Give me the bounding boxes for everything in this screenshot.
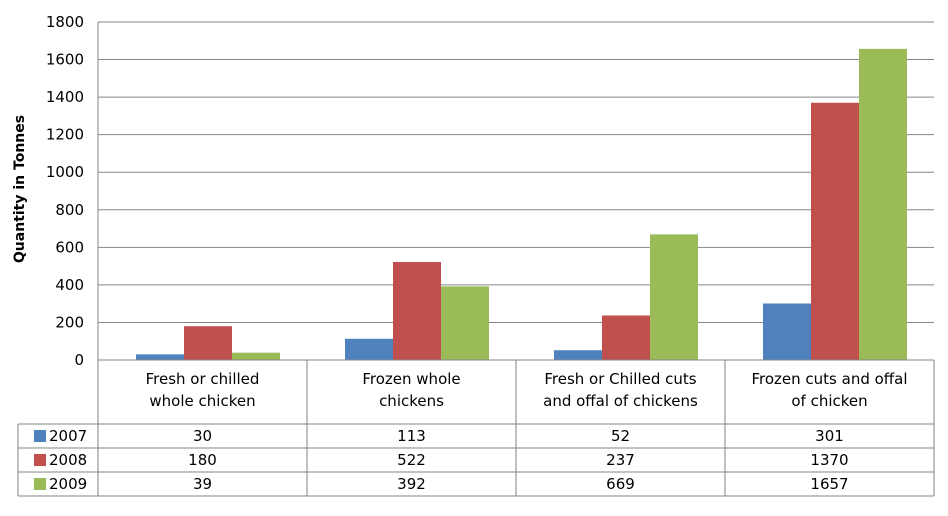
y-tick-label: 1000 [46, 163, 84, 181]
legend-entry: 2009 [49, 475, 87, 493]
table-cell-value: 52 [611, 427, 630, 445]
x-category-label: chickens [379, 392, 444, 410]
table-cell-value: 522 [397, 451, 426, 469]
x-category-label: Fresh or chilled [146, 370, 260, 388]
table-cell-value: 1370 [810, 451, 848, 469]
bar-2007-2 [554, 350, 602, 360]
x-category-label: Frozen cuts and offal [751, 370, 907, 388]
x-category-label: of chicken [791, 392, 867, 410]
table-cell-value: 392 [397, 475, 426, 493]
y-tick-label: 1400 [46, 88, 84, 106]
legend-swatch-2009 [34, 478, 46, 490]
y-tick-label: 1200 [46, 126, 84, 144]
bar-2009-3 [859, 48, 907, 360]
table-cell-value: 113 [397, 427, 426, 445]
table-cell-value: 39 [193, 475, 212, 493]
bar-2007-1 [345, 338, 393, 360]
x-category-label: whole chicken [149, 392, 255, 410]
y-tick-label: 200 [55, 313, 84, 331]
bar-2008-3 [811, 102, 859, 360]
legend-swatch-2007 [34, 430, 46, 442]
y-tick-label: 1800 [46, 13, 84, 31]
bars [136, 48, 907, 360]
legend-entry: 2008 [49, 451, 87, 469]
bar-2009-2 [650, 234, 698, 360]
data-table: Fresh or chilled whole chicken Frozen whol… [17, 359, 935, 497]
bar-2008-0 [184, 326, 232, 360]
x-category-label: Fresh or Chilled cuts [544, 370, 696, 388]
bar-2008-2 [602, 315, 650, 360]
y-axis-label: Quantity in Tonnes [12, 115, 28, 263]
y-tick-labels: 0 200 400 600 800 1000 1200 1400 1600 1800 [46, 13, 84, 369]
table-cell-value: 301 [815, 427, 844, 445]
gridlines [97, 21, 934, 361]
y-tick-label: 0 [74, 351, 84, 369]
legend-entry: 2007 [49, 427, 87, 445]
table-cell-value: 1657 [810, 475, 848, 493]
table-cell-value: 30 [193, 427, 212, 445]
bar-2008-1 [393, 261, 441, 360]
bar-2009-1 [441, 286, 489, 360]
bar-2007-3 [763, 303, 811, 360]
table-cell-value: 669 [606, 475, 635, 493]
bar-2007-0 [136, 354, 184, 360]
y-tick-label: 400 [55, 276, 84, 294]
table-cell-value: 180 [188, 451, 217, 469]
y-tick-label: 800 [55, 201, 84, 219]
legend-swatch-2008 [34, 454, 46, 466]
bar-2009-0 [232, 352, 280, 360]
x-category-label: Frozen whole [362, 370, 460, 388]
y-tick-label: 1600 [46, 51, 84, 69]
x-category-label: and offal of chickens [543, 392, 698, 410]
table-cell-value: 237 [606, 451, 635, 469]
y-tick-label: 600 [55, 238, 84, 256]
